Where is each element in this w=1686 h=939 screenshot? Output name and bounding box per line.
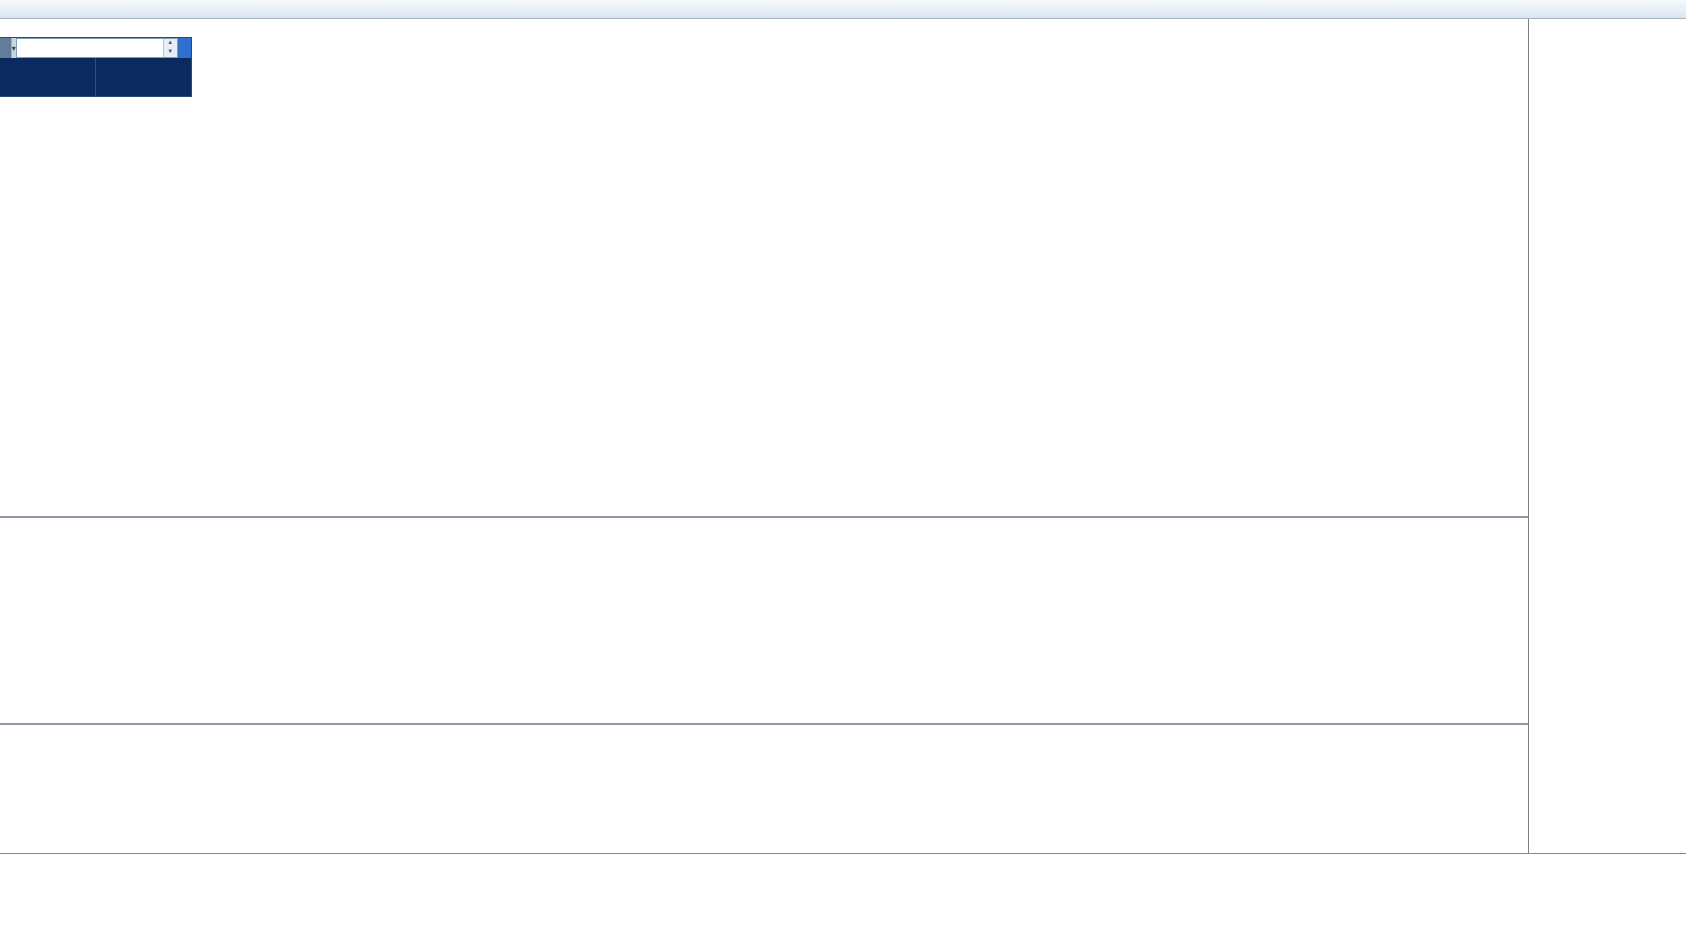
one-click-trading-panel: ▾ ▲ ▼ [0, 38, 192, 96]
volume-increase-button[interactable]: ▲ [163, 39, 177, 48]
rsi-indicator-pane[interactable] [0, 725, 1528, 853]
trade-options-dropdown[interactable]: ▾ [10, 38, 16, 58]
pane-splitter[interactable] [0, 723, 1686, 725]
buy-button[interactable] [177, 38, 192, 58]
volume-input[interactable] [16, 39, 163, 57]
pane-splitter[interactable] [0, 516, 1686, 518]
macd-indicator-pane[interactable] [0, 518, 1528, 723]
price-chart[interactable] [0, 19, 1528, 516]
toolbar [0, 0, 1686, 19]
volume-field-wrap: ▲ ▼ [15, 38, 178, 58]
volume-decrease-button[interactable]: ▼ [163, 48, 177, 57]
ask-price[interactable] [96, 58, 191, 96]
sell-button[interactable] [0, 38, 11, 58]
bid-price[interactable] [0, 58, 96, 96]
chevron-down-icon: ▾ [11, 43, 16, 53]
time-axis [0, 853, 1686, 874]
price-axis [1528, 19, 1686, 853]
